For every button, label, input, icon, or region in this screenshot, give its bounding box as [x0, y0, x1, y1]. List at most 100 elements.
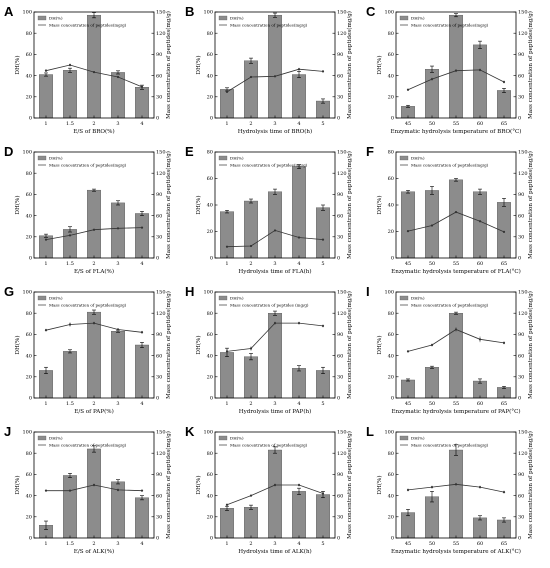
peptide-point	[116, 328, 120, 331]
panel-letter-d: D	[4, 144, 13, 159]
x-tick-label: 45	[405, 261, 411, 267]
peptide-point	[116, 227, 120, 230]
peptide-point	[249, 347, 253, 350]
chart-panel-g: G 0 20 40 60 80 100 0 30 60 90 120 150 1 1.5 2 3 4 E/S of …	[4, 284, 172, 415]
peptide-point	[478, 220, 482, 223]
y2-tick-label: 150	[156, 150, 166, 156]
x-tick-label: 50	[429, 541, 435, 547]
y-tick-label: 40	[26, 493, 32, 499]
x-tick-label: 2	[92, 261, 95, 267]
peptide-point	[68, 489, 72, 492]
y-tick-label: 60	[207, 472, 213, 478]
x-axis-label: Hydrolysis time of BRO(h)	[238, 128, 312, 135]
y-tick-label: 80	[207, 451, 213, 457]
peptide-point	[297, 68, 301, 71]
y2-tick-label: 90	[518, 192, 524, 198]
dh-bar	[449, 14, 463, 119]
y2-tick-label: 120	[337, 171, 347, 177]
x-tick-label: 50	[429, 401, 435, 407]
peptide-point	[430, 78, 434, 81]
y-tick-label: 60	[388, 472, 394, 478]
peptide-point	[68, 234, 72, 237]
peptide-point	[225, 350, 229, 353]
peptide-point	[273, 75, 277, 78]
y-tick-label: 40	[388, 493, 394, 499]
dh-bar	[244, 60, 258, 119]
y-axis-label: DH(%)	[14, 195, 21, 214]
x-tick-label: 4	[140, 541, 143, 547]
y2-tick-label: 150	[337, 150, 347, 156]
x-tick-label: 50	[429, 121, 435, 127]
dh-bar	[220, 508, 234, 539]
dh-bar	[425, 496, 439, 539]
y-tick-label: 20	[388, 229, 394, 235]
y2-tick-label: 90	[337, 52, 343, 58]
peptide-point	[225, 245, 229, 248]
dh-bar	[401, 191, 415, 259]
y-tick-label: 80	[26, 31, 32, 37]
x-tick-label: 60	[477, 401, 483, 407]
dh-bar	[316, 370, 330, 399]
x-tick-label: 2	[92, 121, 95, 127]
chart-panel-b: B 0 20 40 60 80 100 0 30 60 90 120 150 1 2 3 4 5 Hydrolysi…	[185, 4, 353, 135]
y2-tick-label: 60	[337, 493, 343, 499]
y-tick-label: 0	[210, 396, 213, 402]
y2-tick-label: 60	[518, 213, 524, 219]
dh-bar	[111, 202, 125, 259]
dh-bar	[244, 507, 258, 539]
y2-tick-label: 30	[156, 375, 162, 381]
y2-tick-label: 90	[337, 332, 343, 338]
y2-tick-label: 60	[156, 493, 162, 499]
x-tick-label: 1.5	[66, 261, 74, 267]
y-tick-label: 20	[207, 95, 213, 101]
y-axis-label: DH(%)	[14, 55, 21, 74]
x-tick-label: 1.5	[66, 541, 74, 547]
dh-bar	[401, 512, 415, 539]
y-tick-label: 80	[388, 451, 394, 457]
y2-axis-label: Mass concentration of peptides(mg/g)	[346, 151, 353, 259]
legend-label-dh: DH(%)	[411, 16, 425, 21]
y-tick-label: 40	[388, 353, 394, 359]
y2-tick-label: 30	[337, 95, 343, 101]
dh-bar	[111, 331, 125, 399]
y2-axis-label: Mass concentration of peptides(mg/g)	[165, 291, 172, 399]
peptide-point	[502, 80, 506, 84]
y-tick-label: 60	[26, 472, 32, 478]
y-tick-label: 0	[391, 116, 394, 122]
y-tick-label: 60	[388, 52, 394, 58]
y-tick-label: 20	[26, 375, 32, 381]
peptide-point	[44, 329, 48, 332]
peptide-point	[68, 63, 72, 67]
y2-tick-label: 0	[337, 116, 340, 122]
y2-tick-label: 150	[156, 10, 166, 16]
x-tick-label: 45	[405, 541, 411, 547]
chart-panel-a: A 0 20 40 60 80 100 0 30 60 90 120 150 1 1.5 2 3 4 E/S of …	[4, 4, 172, 135]
peptide-point	[225, 503, 229, 506]
y2-tick-label: 150	[337, 290, 347, 296]
y2-tick-label: 150	[337, 430, 347, 436]
chart-panel-i: I 0 20 40 60 80 100 0 30 60 90 120 150 45 50 55 60 65Enzy…	[366, 284, 534, 415]
panel-letter-h: H	[185, 284, 194, 299]
chart-panel-c: C 0 20 40 60 80 100 0 30 60 90 120 150 45 50 55 60 65Enzy…	[366, 4, 534, 135]
peptide-point	[406, 230, 410, 233]
peptide-point	[140, 226, 144, 229]
y2-tick-label: 0	[156, 536, 159, 542]
legend-swatch-dh	[399, 435, 409, 441]
peptide-point	[116, 488, 120, 492]
dh-bar	[292, 166, 306, 259]
y-tick-label: 80	[207, 311, 213, 317]
dh-bar	[87, 189, 101, 259]
x-tick-label: 65	[501, 541, 507, 547]
y2-tick-label: 60	[156, 73, 162, 79]
peptide-point	[297, 483, 301, 487]
y2-tick-label: 120	[156, 451, 166, 457]
peptide-point	[454, 483, 458, 486]
x-tick-label: 2	[92, 541, 95, 547]
x-tick-label: 55	[453, 261, 459, 267]
legend-label-peptide: Mass concentration of peptides(mg/g)	[49, 23, 127, 28]
x-tick-label: 2	[92, 401, 95, 407]
y2-tick-label: 0	[518, 256, 521, 262]
legend-label-peptide: Mass concentration of peptides(mg/g)	[411, 303, 489, 308]
y-tick-label: 40	[388, 73, 394, 79]
y2-tick-label: 0	[337, 256, 340, 262]
